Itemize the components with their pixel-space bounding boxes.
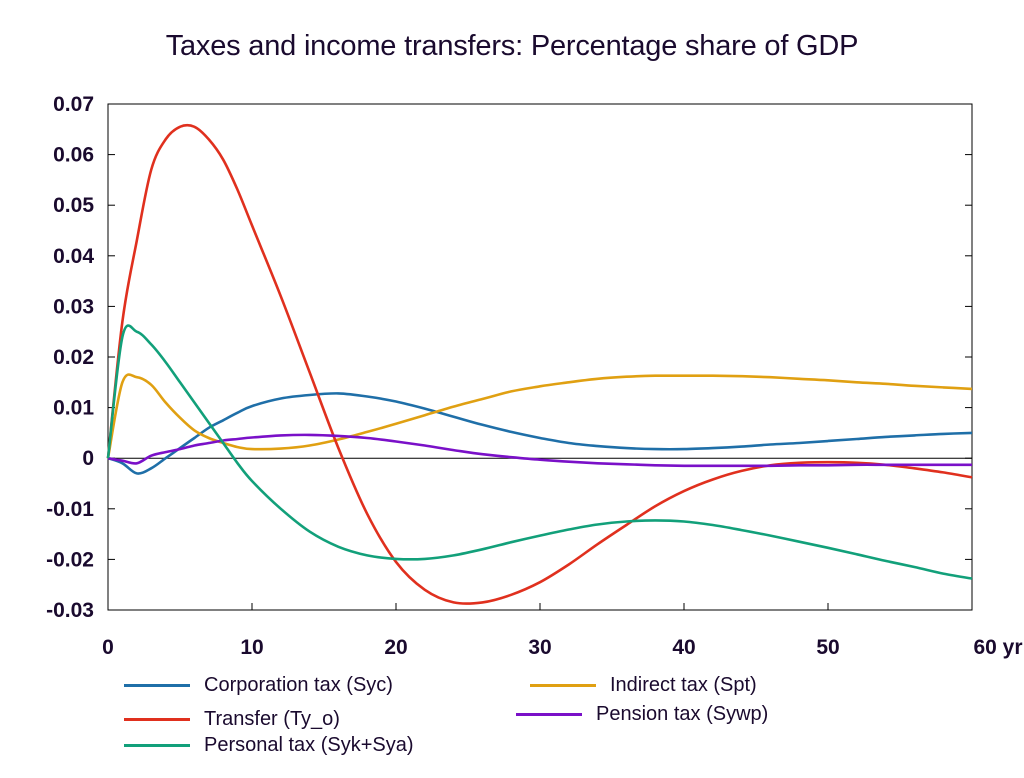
y-tick-label: 0 [82,447,94,470]
legend-label: Transfer (Ty_o) [204,708,340,730]
x-axis: 0 10 20 30 40 50 60 yr [102,603,1023,659]
series-line-transfer-ty-o [106,123,973,605]
x-tick-label: 10 [240,636,263,659]
legend-item-pension-tax: Pension tax (Sywp) [516,703,768,726]
x-tick-label: 30 [528,636,551,659]
y-tick-label: 0.07 [53,93,94,116]
plot-area [107,103,973,611]
y-axis: -0.03 -0.02 -0.01 0 0.01 0.02 0.03 0.04 0.05 0.06… [46,93,972,622]
legend-label: Corporation tax (Syc) [204,674,393,696]
series-line-corporation-tax-syc [107,392,973,475]
legend-label: Pension tax (Sywp) [596,703,769,725]
x-tick-label: 60 yr [973,636,1022,659]
y-tick-label: -0.01 [46,498,94,521]
legend-swatch [124,684,190,687]
legend-item-personal-tax: Personal tax (Syk+Sya) [124,734,414,757]
legend-swatch [530,684,596,687]
y-tick-label: 0.03 [53,295,94,318]
legend-item-corporation-tax: Corporation tax (Syc) [124,674,393,697]
legend-swatch [124,744,190,747]
y-tick-label: -0.03 [46,599,94,622]
legend-swatch [124,718,190,721]
series-line-pension-tax-sywp [107,433,972,468]
y-tick-label: 0.06 [53,144,94,167]
series-group [106,123,973,605]
legend-item-indirect-tax: Indirect tax (Spt) [530,674,757,697]
line-chart: -0.03 -0.02 -0.01 0 0.01 0.02 0.03 0.04 0.05 0.06… [46,93,1023,659]
legend-label: Indirect tax (Spt) [610,674,757,696]
y-tick-label: 0.04 [53,245,94,268]
y-tick-label: -0.02 [46,548,94,571]
series-line-indirect-tax-spt [106,373,973,459]
x-tick-label: 50 [816,636,839,659]
x-tick-label: 20 [384,636,407,659]
x-tick-label: 0 [102,636,114,659]
series-line-personal-tax-syk-sya [106,324,973,580]
legend-label: Personal tax (Syk+Sya) [204,734,414,756]
x-tick-label: 40 [672,636,695,659]
y-tick-label: 0.01 [53,397,94,420]
legend-swatch [516,713,582,716]
legend-item-transfer: Transfer (Ty_o) [124,708,340,731]
y-tick-label: 0.05 [53,194,94,217]
chart-title: Taxes and income transfers: Percentage s… [165,30,859,62]
y-tick-label: 0.02 [53,346,94,369]
